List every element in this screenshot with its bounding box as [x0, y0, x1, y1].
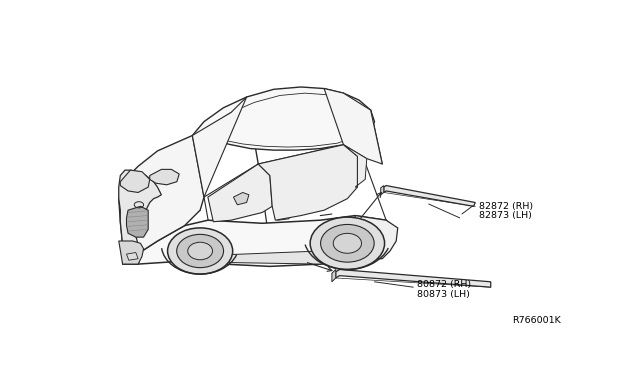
Text: 80872 (RH): 80872 (RH) [417, 280, 471, 289]
Ellipse shape [333, 233, 362, 253]
Polygon shape [119, 135, 204, 264]
Text: 80873 (LH): 80873 (LH) [417, 290, 470, 299]
Text: R766001K: R766001K [512, 316, 561, 325]
Polygon shape [208, 164, 272, 222]
Polygon shape [119, 241, 143, 264]
Polygon shape [384, 186, 476, 206]
Ellipse shape [188, 242, 212, 260]
Polygon shape [259, 145, 358, 220]
Polygon shape [123, 216, 394, 266]
Polygon shape [127, 253, 138, 260]
Ellipse shape [321, 224, 374, 262]
Polygon shape [193, 97, 246, 197]
Polygon shape [324, 89, 382, 164]
Polygon shape [336, 269, 491, 287]
Polygon shape [344, 145, 367, 187]
Polygon shape [127, 206, 148, 237]
Polygon shape [193, 87, 374, 150]
Polygon shape [234, 192, 249, 205]
Polygon shape [355, 216, 397, 259]
Text: 82873 (LH): 82873 (LH) [479, 211, 532, 220]
Ellipse shape [310, 217, 385, 269]
Polygon shape [119, 170, 161, 264]
Text: 82872 (RH): 82872 (RH) [479, 202, 533, 211]
Polygon shape [120, 170, 150, 192]
Polygon shape [150, 169, 179, 185]
Ellipse shape [177, 234, 223, 267]
Ellipse shape [168, 228, 233, 274]
Polygon shape [332, 269, 336, 282]
Polygon shape [184, 251, 355, 264]
Polygon shape [381, 186, 384, 195]
